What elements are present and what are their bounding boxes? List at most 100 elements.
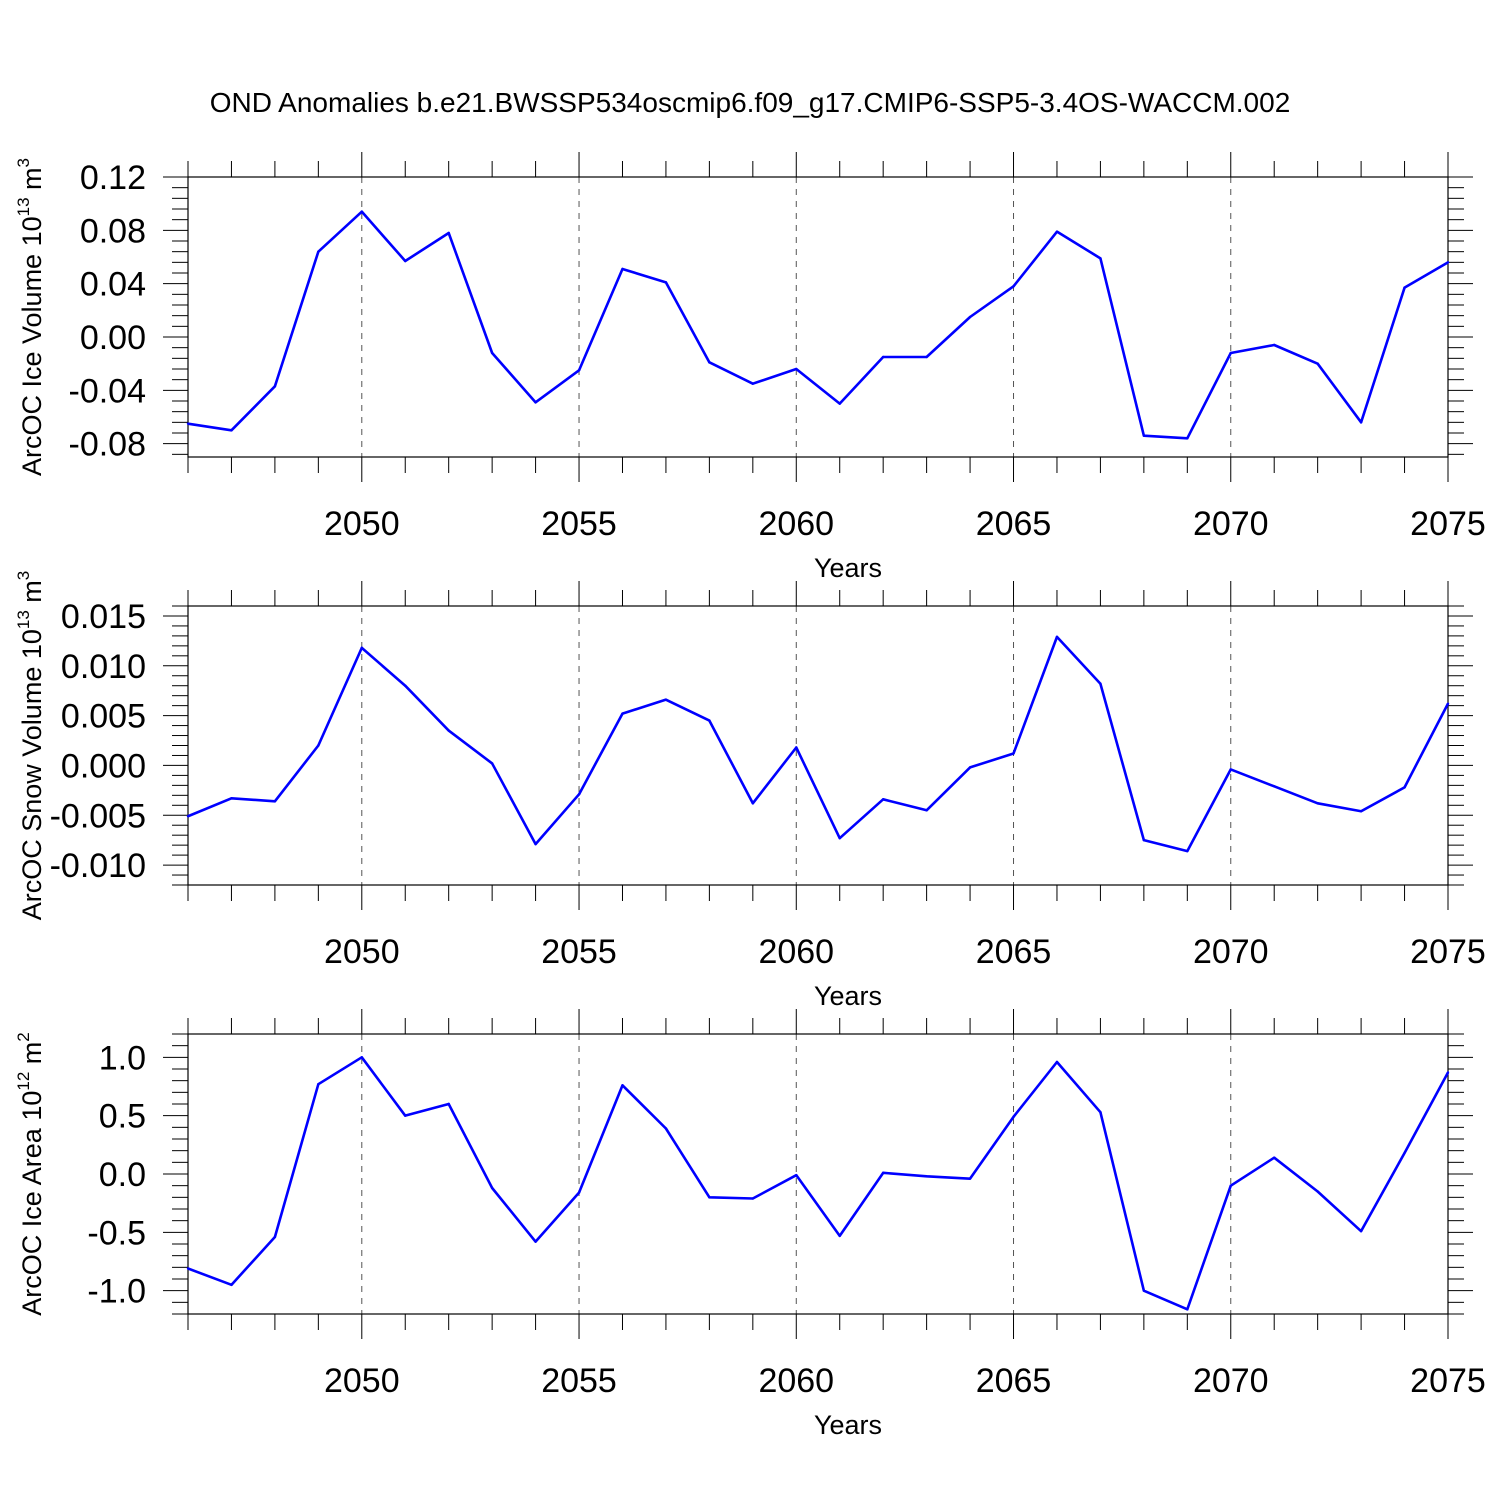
- data-point: [534, 1240, 537, 1243]
- y-tick-label: -0.04: [69, 372, 147, 410]
- data-point: [1273, 785, 1276, 788]
- y-axis-title-superscript: 3: [14, 158, 33, 167]
- data-point: [1012, 752, 1015, 755]
- data-point: [273, 385, 277, 388]
- x-tick-label: 2050: [324, 505, 400, 543]
- data-point: [881, 355, 885, 359]
- data-point: [664, 698, 668, 701]
- y-axis-title-part: ArcOC Snow Volume 10: [17, 629, 47, 920]
- data-point: [404, 684, 407, 687]
- y-tick-label: 0.5: [99, 1098, 146, 1136]
- data-point: [838, 1234, 841, 1238]
- data-point: [577, 369, 581, 372]
- data-point: [925, 355, 928, 359]
- data-point: [360, 1056, 363, 1059]
- y-tick-label: 0.000: [61, 747, 146, 785]
- data-point: [1099, 1110, 1102, 1114]
- y-tick-label: 0.12: [80, 159, 146, 197]
- x-tick-label: 2055: [541, 505, 617, 543]
- data-point: [1359, 810, 1363, 813]
- y-tick-label: 1.0: [99, 1039, 146, 1077]
- x-tick-label: 2070: [1193, 505, 1269, 543]
- data-point: [1446, 261, 1450, 264]
- data-point: [1446, 702, 1450, 705]
- data-point: [881, 1171, 885, 1175]
- data-point: [925, 1175, 928, 1178]
- y-tick-label: -0.5: [87, 1214, 146, 1252]
- y-tick-label: 0.08: [80, 212, 146, 250]
- data-point: [1229, 768, 1232, 771]
- y-tick-label: 0.04: [80, 266, 146, 304]
- data-point: [968, 315, 972, 319]
- data-point: [925, 809, 928, 812]
- x-tick-label: 2050: [324, 933, 400, 971]
- data-point: [404, 259, 407, 263]
- data-point: [360, 210, 363, 213]
- data-point: [838, 402, 841, 405]
- data-point: [1359, 1229, 1363, 1233]
- y-axis-title-part: m: [17, 1042, 47, 1072]
- data-point: [1186, 1308, 1189, 1311]
- data-point: [1055, 635, 1059, 639]
- y-axis-title-superscript: 13: [14, 610, 33, 629]
- x-axis-title: Years: [814, 1410, 882, 1440]
- y-axis-title-part: ArcOC Ice Area 10: [17, 1091, 47, 1316]
- data-point: [447, 231, 450, 235]
- data-point: [1273, 1156, 1276, 1159]
- x-tick-label: 2075: [1410, 933, 1486, 971]
- x-tick-label: 2060: [758, 505, 834, 543]
- data-point: [273, 1235, 277, 1239]
- data-point: [1055, 230, 1059, 233]
- data-point: [664, 1127, 668, 1130]
- data-point: [230, 797, 233, 800]
- data-point: [1403, 286, 1406, 289]
- data-point: [708, 361, 711, 364]
- y-axis-title: ArcOC Snow Volume 1013 m3: [14, 571, 47, 921]
- data-point: [1055, 1060, 1059, 1064]
- data-point: [708, 719, 711, 722]
- x-tick-label: 2055: [541, 1362, 617, 1400]
- data-point: [1099, 682, 1102, 685]
- data-point: [534, 401, 537, 404]
- data-point: [795, 1173, 798, 1177]
- plot-frame: [187, 176, 1449, 458]
- y-axis-title-superscript: 12: [14, 1072, 33, 1091]
- data-point: [1359, 421, 1363, 424]
- data-point: [881, 798, 885, 801]
- data-point: [186, 815, 190, 818]
- data-point: [708, 1196, 711, 1199]
- data-point: [751, 802, 755, 805]
- x-tick-label: 2055: [541, 933, 617, 971]
- x-tick-label: 2065: [976, 1362, 1052, 1400]
- x-tick-label: 2075: [1410, 505, 1486, 543]
- data-point: [490, 762, 494, 765]
- y-axis-title-superscript: 13: [14, 197, 33, 216]
- x-axis-title: Years: [814, 553, 882, 583]
- data-point: [1229, 1184, 1232, 1187]
- data-point: [795, 367, 798, 371]
- y-axis-title-part: ArcOC Ice Volume 10: [17, 216, 47, 476]
- chart-panel-3: 2050 2055 2060 2065 2070 2075 Years 1.0 0.5 0.0 -0…: [14, 1009, 1486, 1440]
- data-point: [1012, 285, 1015, 288]
- data-point: [360, 646, 363, 650]
- data-point: [1316, 362, 1319, 365]
- y-axis-title-superscript: 2: [14, 1032, 33, 1041]
- data-point: [1316, 802, 1319, 805]
- series-line: [187, 635, 1450, 853]
- data-point: [317, 250, 320, 253]
- data-point: [490, 1186, 494, 1190]
- data-point: [1186, 849, 1189, 853]
- y-axis-title: ArcOC Ice Volume 1013 m3: [14, 158, 47, 476]
- data-point: [1186, 437, 1189, 440]
- data-point: [404, 1114, 407, 1117]
- data-point: [317, 1082, 320, 1086]
- data-point: [1012, 1115, 1015, 1119]
- x-tick-label: 2050: [324, 1362, 400, 1400]
- chart-panel-1: 2050 2055 2060 2065 2070 2075 Years 0.12 0.08 0.0…: [14, 152, 1486, 583]
- data-point: [230, 429, 233, 432]
- x-tick-label: 2070: [1193, 933, 1269, 971]
- data-point: [1403, 1151, 1406, 1155]
- data-point: [968, 1177, 972, 1180]
- data-point: [1142, 838, 1146, 842]
